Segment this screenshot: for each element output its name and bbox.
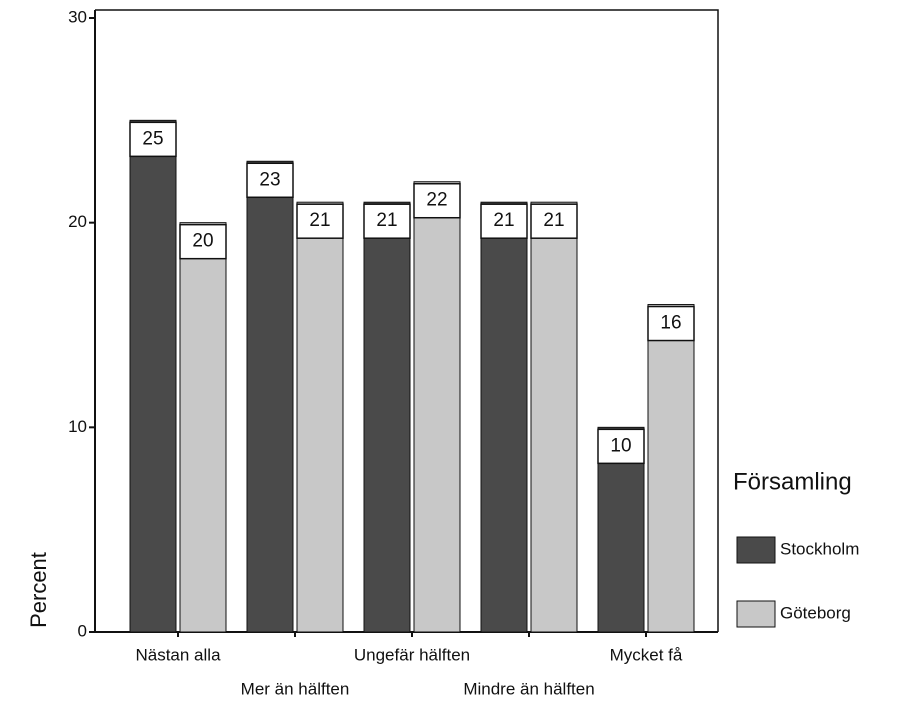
- value-label-box: [597, 428, 645, 465]
- value-label-box: [296, 203, 344, 239]
- value-label-box: [246, 162, 294, 199]
- value-label: 22: [426, 190, 447, 211]
- value-label: 21: [543, 210, 564, 231]
- value-label-box: [413, 182, 461, 219]
- value-label: 10: [610, 435, 631, 456]
- x-tick-label: Mycket få: [610, 645, 683, 664]
- y-tick-label: 0: [78, 621, 87, 640]
- value-label-box: [647, 305, 695, 342]
- value-label-box: [129, 121, 177, 158]
- legend-swatch: [736, 536, 776, 564]
- x-tick-label: Ungefär hälften: [354, 645, 470, 664]
- bar: [413, 181, 461, 633]
- value-label-box: [530, 203, 578, 239]
- bar: [647, 304, 695, 633]
- plot-frame: [95, 9, 719, 632]
- y-tick-label: 20: [68, 212, 87, 231]
- y-axis-label: Percent: [26, 552, 51, 628]
- bar: [246, 160, 294, 633]
- value-label: 20: [192, 231, 213, 252]
- bar: [363, 201, 411, 633]
- bar: [179, 222, 227, 633]
- bar: [530, 201, 578, 633]
- bar: [296, 201, 344, 633]
- y-tick-label: 10: [68, 417, 87, 436]
- value-label: 21: [376, 210, 397, 231]
- legend-swatch: [736, 600, 776, 628]
- value-label-box: [363, 203, 411, 239]
- x-tick-label: Nästan alla: [135, 645, 221, 664]
- value-label-box: [480, 203, 528, 239]
- value-label: 21: [493, 210, 514, 231]
- legend-label: Stockholm: [780, 539, 859, 558]
- legend-label: Göteborg: [780, 603, 851, 622]
- x-tick-label: Mindre än hälften: [463, 679, 594, 698]
- bar: [480, 201, 528, 633]
- value-label: 25: [142, 128, 163, 149]
- x-tick-label: Mer än hälften: [241, 679, 350, 698]
- value-label: 16: [660, 313, 681, 334]
- value-label: 23: [259, 169, 280, 190]
- legend-title: Församling: [733, 468, 852, 495]
- y-tick-label: 30: [68, 7, 87, 26]
- bar: [129, 119, 177, 633]
- value-label: 21: [309, 210, 330, 231]
- value-label-box: [179, 223, 227, 260]
